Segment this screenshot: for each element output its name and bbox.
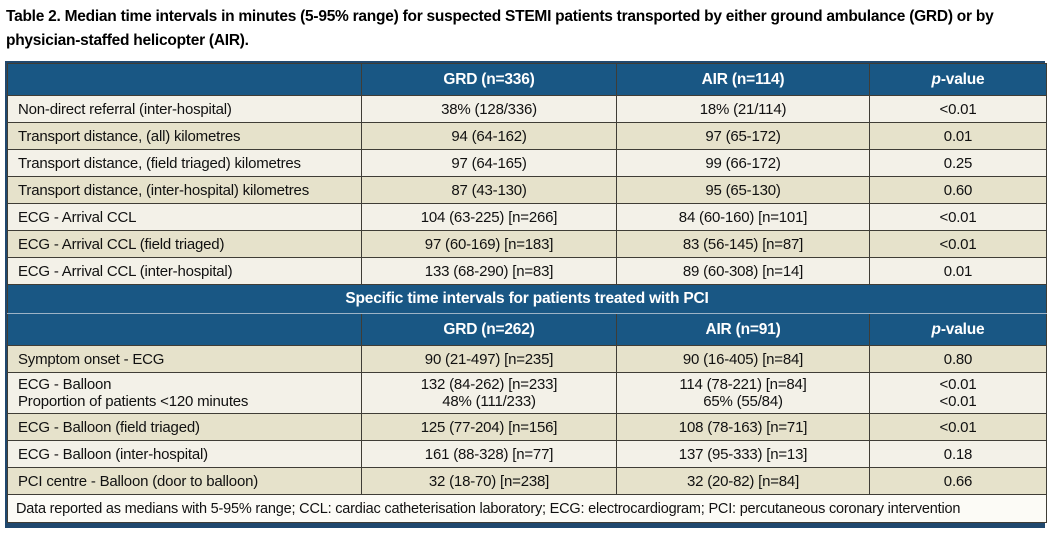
value-cell: 32 (20-82) [n=84] (616, 467, 870, 496)
stemi-intervals-table: GRD (n=336) AIR (n=114) p-value Non-direct … (5, 61, 1047, 529)
value-cell: <0.01 <0.01 (869, 372, 1047, 415)
table-row: Non-direct referral (inter-hospital) 38% … (7, 95, 1047, 124)
value-cell: 0.01 (869, 257, 1047, 286)
column-header: p-value (869, 63, 1047, 97)
row-label: ECG - Balloon (field triaged) (7, 413, 362, 442)
value-cell: <0.01 (869, 413, 1047, 442)
table-caption: Table 2. Median time intervals in minute… (6, 8, 994, 50)
row-label: ECG - Arrival CCL (field triaged) (7, 230, 362, 259)
column-header: GRD (n=262) (361, 313, 617, 347)
row-label: ECG - Arrival CCL (7, 203, 362, 232)
value-cell: 132 (84-262) [n=233] 48% (111/233) (361, 372, 617, 415)
data-table: GRD (n=336) AIR (n=114) p-value Non-direct … (7, 63, 1047, 524)
value-cell: 125 (77-204) [n=156] (361, 413, 617, 442)
value-cell: 97 (60-169) [n=183] (361, 230, 617, 259)
table-row: PCI centre - Balloon (door to balloon) 32… (7, 467, 1047, 496)
section-title-row: Specific time intervals for patients tre… (7, 284, 1047, 315)
column-header-row: GRD (n=336) AIR (n=114) p-value (7, 63, 1047, 97)
table-row: Symptom onset - ECG 90 (21-497) [n=235] 90… (7, 345, 1047, 374)
row-label: Symptom onset - ECG (7, 345, 362, 374)
value-cell: 0.66 (869, 467, 1047, 496)
column-header: AIR (n=114) (616, 63, 870, 97)
value-cell: 89 (60-308) [n=14] (616, 257, 870, 286)
footnote: Data reported as medians with 5-95% rang… (7, 494, 1047, 524)
value-cell: 90 (21-497) [n=235] (361, 345, 617, 374)
value-cell: 95 (65-130) (616, 176, 870, 205)
table-row: ECG - Balloon Proportion of patients <120… (7, 372, 1047, 415)
value-cell: 84 (60-160) [n=101] (616, 203, 870, 232)
value-cell: 161 (88-328) [n=77] (361, 440, 617, 469)
value-cell: 32 (18-70) [n=238] (361, 467, 617, 496)
value-cell: <0.01 (869, 230, 1047, 259)
value-cell: 0.60 (869, 176, 1047, 205)
column-header: p-value (869, 313, 1047, 347)
value-cell: <0.01 (869, 95, 1047, 124)
table-row: Transport distance, (field triaged) kilo… (7, 149, 1047, 178)
value-cell: 0.01 (869, 122, 1047, 151)
value-cell: 0.80 (869, 345, 1047, 374)
table-row: ECG - Balloon (field triaged) 125 (77-204… (7, 413, 1047, 442)
table-row: Transport distance, (all) kilometres 94 (… (7, 122, 1047, 151)
value-cell: 87 (43-130) (361, 176, 617, 205)
header-blank-cell (7, 313, 362, 347)
value-cell: 18% (21/114) (616, 95, 870, 124)
table-row: ECG - Arrival CCL (field triaged) 97 (60-… (7, 230, 1047, 259)
header-blank-cell (7, 63, 362, 97)
value-cell: 90 (16-405) [n=84] (616, 345, 870, 374)
table-row: ECG - Arrival CCL 104 (63-225) [n=266] 84 … (7, 203, 1047, 232)
footnote-row: Data reported as medians with 5-95% rang… (7, 494, 1047, 524)
row-label: Transport distance, (field triaged) kilo… (7, 149, 362, 178)
value-cell: 99 (66-172) (616, 149, 870, 178)
value-cell: 0.18 (869, 440, 1047, 469)
row-label: Non-direct referral (inter-hospital) (7, 95, 362, 124)
value-cell: 104 (63-225) [n=266] (361, 203, 617, 232)
value-cell: 97 (64-165) (361, 149, 617, 178)
row-label: ECG - Arrival CCL (inter-hospital) (7, 257, 362, 286)
section-title: Specific time intervals for patients tre… (7, 284, 1047, 315)
column-header: AIR (n=91) (616, 313, 870, 347)
row-label: ECG - Balloon (inter-hospital) (7, 440, 362, 469)
table-row: Transport distance, (inter-hospital) kil… (7, 176, 1047, 205)
value-cell: 38% (128/336) (361, 95, 617, 124)
value-cell: 0.25 (869, 149, 1047, 178)
value-cell: 94 (64-162) (361, 122, 617, 151)
table-row: ECG - Balloon (inter-hospital) 161 (88-32… (7, 440, 1047, 469)
value-cell: 108 (78-163) [n=71] (616, 413, 870, 442)
value-cell: 133 (68-290) [n=83] (361, 257, 617, 286)
row-label: ECG - Balloon Proportion of patients <120… (7, 372, 362, 415)
row-label: PCI centre - Balloon (door to balloon) (7, 467, 362, 496)
table-row: ECG - Arrival CCL (inter-hospital) 133 (6… (7, 257, 1047, 286)
value-cell: 83 (56-145) [n=87] (616, 230, 870, 259)
row-label: Transport distance, (all) kilometres (7, 122, 362, 151)
value-cell: <0.01 (869, 203, 1047, 232)
column-header: GRD (n=336) (361, 63, 617, 97)
row-label: Transport distance, (inter-hospital) kil… (7, 176, 362, 205)
value-cell: 97 (65-172) (616, 122, 870, 151)
value-cell: 114 (78-221) [n=84] 65% (55/84) (616, 372, 870, 415)
column-header-row: GRD (n=262) AIR (n=91) p-value (7, 313, 1047, 347)
value-cell: 137 (95-333) [n=13] (616, 440, 870, 469)
